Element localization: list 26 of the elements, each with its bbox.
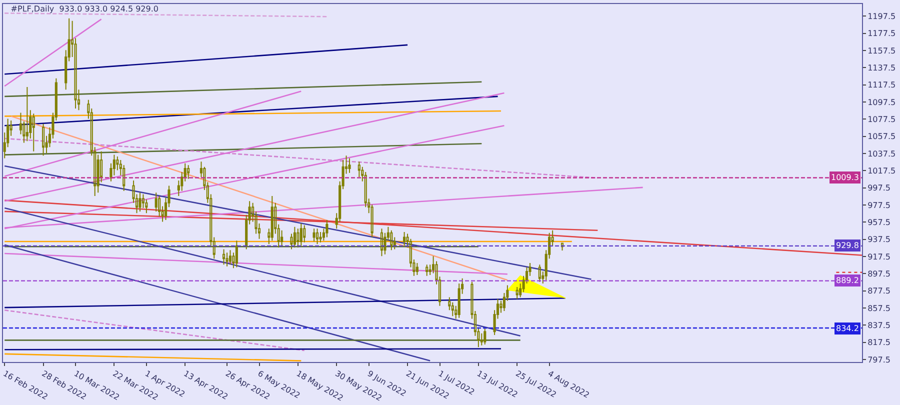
y-tick-label: 1077.5	[868, 114, 896, 124]
y-tick-label: 857.5	[868, 304, 891, 313]
y-tick-label: 1177.5	[868, 29, 896, 38]
y-tick-label: 957.5	[868, 218, 891, 227]
y-tick-label: 1017.5	[868, 166, 896, 176]
y-tick-label: 837.5	[868, 320, 891, 330]
y-tick-label: 877.5	[868, 286, 891, 296]
y-tick-label: 1097.5	[868, 98, 896, 107]
y-tick-label: 797.5	[868, 355, 891, 364]
chart-title: #PLF,Daily 933.0 933.0 924.5 929.0	[10, 4, 159, 14]
y-tick-label: 817.5	[868, 338, 891, 348]
y-tick-label: 1057.5	[868, 132, 896, 142]
y-tick-label: 1117.5	[868, 80, 896, 90]
y-tick-label: 1157.5	[868, 46, 896, 56]
ref-line-label: 834.2	[836, 324, 859, 333]
ref-line-label: 889.2	[836, 276, 859, 285]
y-tick-label: 917.5	[868, 252, 891, 262]
y-tick-label: 937.5	[868, 235, 891, 244]
y-tick-label: 977.5	[868, 200, 891, 210]
y-tick-label: 1197.5	[868, 12, 896, 21]
ref-line-label: 929.8	[836, 241, 859, 250]
y-tick-label: 1137.5	[868, 63, 896, 72]
ref-line-label: 1009.3	[831, 173, 859, 182]
y-tick-label: 1037.5	[868, 149, 896, 158]
y-tick-label: 997.5	[868, 184, 891, 193]
y-tick-label: 897.5	[868, 269, 891, 278]
